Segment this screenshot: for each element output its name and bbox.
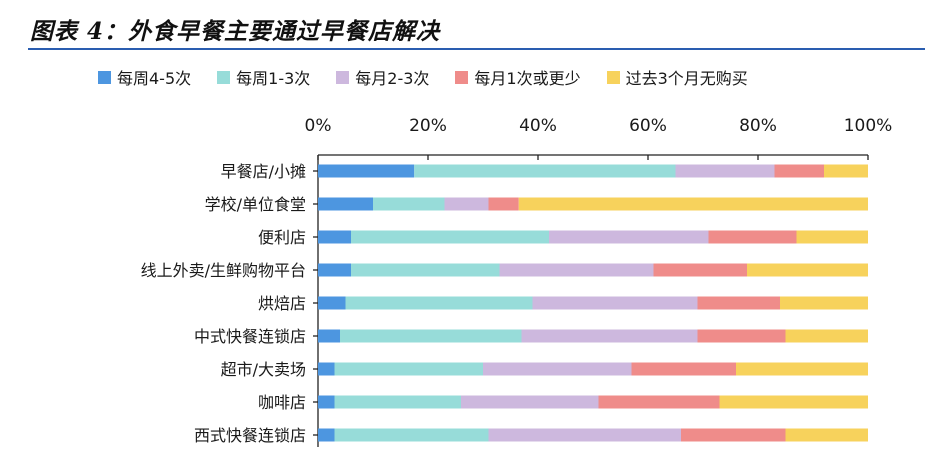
legend-label: 每周1-3次 xyxy=(236,69,311,88)
category-label: 中式快餐连锁店 xyxy=(194,327,306,346)
category-label: 西式快餐连锁店 xyxy=(194,426,306,445)
bar-segment xyxy=(518,197,868,211)
bar-segment xyxy=(318,164,415,178)
stacked-bar-chart: 0% 20% 40% 60% 80% 100% 早餐店/小摊学校/单位食堂便利店线上外卖/生… xyxy=(141,116,893,447)
bar-segment xyxy=(532,296,698,310)
bar-segment xyxy=(488,428,681,442)
bar-segment xyxy=(318,296,346,310)
bar-segment xyxy=(796,230,868,244)
legend-swatch xyxy=(455,70,469,84)
category-label: 烘焙店 xyxy=(258,294,306,313)
bar-segment xyxy=(318,362,335,376)
bar-segment xyxy=(549,230,709,244)
legend-swatch xyxy=(98,70,111,84)
bar-segment xyxy=(318,329,340,343)
x-tick-label: 60% xyxy=(629,116,667,136)
legend-swatch xyxy=(217,70,231,84)
chart-title: 图表 4：外食早餐主要通过早餐店解决 xyxy=(30,18,441,45)
bar-segment xyxy=(675,164,775,178)
category-label: 超市/大卖场 xyxy=(221,360,306,379)
bar-segment xyxy=(334,362,483,376)
legend-item: 每月2-3次 xyxy=(336,65,429,89)
bar-segment xyxy=(631,362,736,376)
bar-segment xyxy=(824,164,868,178)
category-label: 便利店 xyxy=(258,228,306,247)
bar-segment xyxy=(719,395,868,409)
bar-segment xyxy=(345,296,533,310)
bar-segment xyxy=(318,197,373,211)
category-label: 咖啡店 xyxy=(258,393,306,412)
title-bar: 图表 4：外食早餐主要通过早餐店解决 xyxy=(28,4,925,50)
bar-segment xyxy=(318,428,335,442)
legend-label: 每月1次或更少 xyxy=(474,69,581,88)
bar-segment xyxy=(708,230,797,244)
x-tick-label: 0% xyxy=(305,116,332,136)
bar-segment xyxy=(318,263,351,277)
bar-segment xyxy=(499,263,654,277)
bar-segment xyxy=(653,263,747,277)
bar-segment xyxy=(697,296,780,310)
bar-segment xyxy=(785,428,868,442)
bar-segment xyxy=(598,395,720,409)
legend: 每周4-5次 每周1-3次 每月2-3次 每月1次或更少 过去3个月无购买 xyxy=(98,64,748,90)
bar-segment xyxy=(444,197,489,211)
bar-segment xyxy=(461,395,599,409)
bar-segment xyxy=(697,329,786,343)
bar-segment xyxy=(351,230,549,244)
bar-segment xyxy=(318,230,351,244)
bar-segment xyxy=(736,362,868,376)
x-tick-label: 100% xyxy=(844,116,893,136)
bar-segment xyxy=(483,362,632,376)
category-label: 早餐店/小摊 xyxy=(221,162,306,181)
bar-segment xyxy=(774,164,824,178)
legend-swatch xyxy=(606,70,620,84)
x-tick-label: 20% xyxy=(409,116,447,136)
bar-segment xyxy=(334,395,461,409)
legend-label: 每周4-5次 xyxy=(117,69,192,88)
bar-segment xyxy=(488,197,519,211)
legend-label: 每月2-3次 xyxy=(355,69,430,88)
bar-segment xyxy=(747,263,868,277)
bar-segment xyxy=(780,296,868,310)
legend-item: 每周1-3次 xyxy=(217,65,310,89)
bar-segment xyxy=(414,164,676,178)
category-label: 学校/单位食堂 xyxy=(205,195,306,214)
bar-segment xyxy=(340,329,522,343)
legend-item: 每周4-5次 xyxy=(98,65,191,89)
bar-segment xyxy=(521,329,698,343)
category-label: 线上外卖/生鲜购物平台 xyxy=(141,261,306,280)
x-tick-label: 40% xyxy=(519,116,557,136)
bar-segment xyxy=(373,197,445,211)
legend-swatch xyxy=(336,70,350,84)
bar-segment xyxy=(785,329,868,343)
x-tick-label: 80% xyxy=(739,116,777,136)
legend-label: 过去3个月无购买 xyxy=(625,69,748,88)
legend-item: 每月1次或更少 xyxy=(455,65,581,89)
legend-item: 过去3个月无购买 xyxy=(606,65,748,89)
bar-segment xyxy=(681,428,786,442)
bar-segment xyxy=(334,428,489,442)
bar-segment xyxy=(351,263,500,277)
bar-segment xyxy=(318,395,335,409)
